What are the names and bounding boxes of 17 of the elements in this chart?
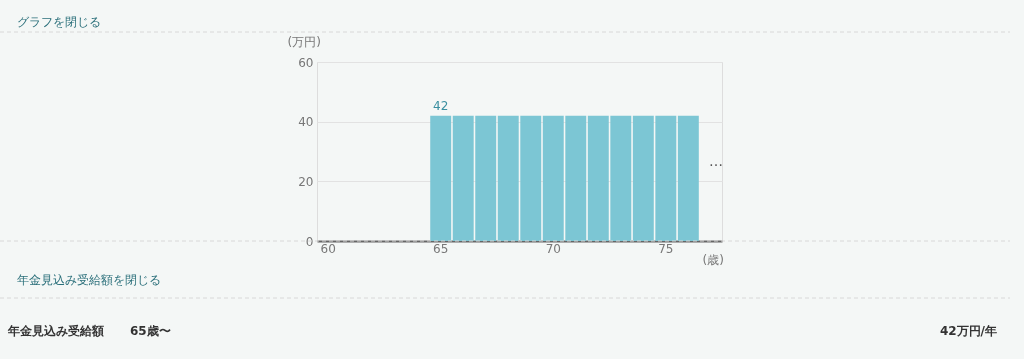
y-tick-label: 60 xyxy=(298,55,314,70)
text: 42万円/年 xyxy=(939,324,997,338)
x-tick-label: 65 xyxy=(433,241,449,256)
annotation: … xyxy=(709,153,723,169)
x-tick-label: 60 xyxy=(320,241,336,256)
data-label: 42 xyxy=(433,98,449,113)
y-axis-title: (万円) xyxy=(287,34,321,49)
y-tick-label: 20 xyxy=(298,174,314,189)
text: 年金見込み受給額を閉じる xyxy=(17,273,161,287)
x-axis-title: (歳) xyxy=(702,252,724,267)
x-tick-label: 70 xyxy=(545,241,561,256)
x-tick-label: 75 xyxy=(658,241,674,256)
text: 年金見込み受給額 xyxy=(7,324,104,338)
y-tick-label: 40 xyxy=(298,115,314,130)
text: グラフを閉じる xyxy=(17,15,101,29)
y-tick-label: 0 xyxy=(305,234,314,249)
text: 65歳〜 xyxy=(130,324,171,338)
